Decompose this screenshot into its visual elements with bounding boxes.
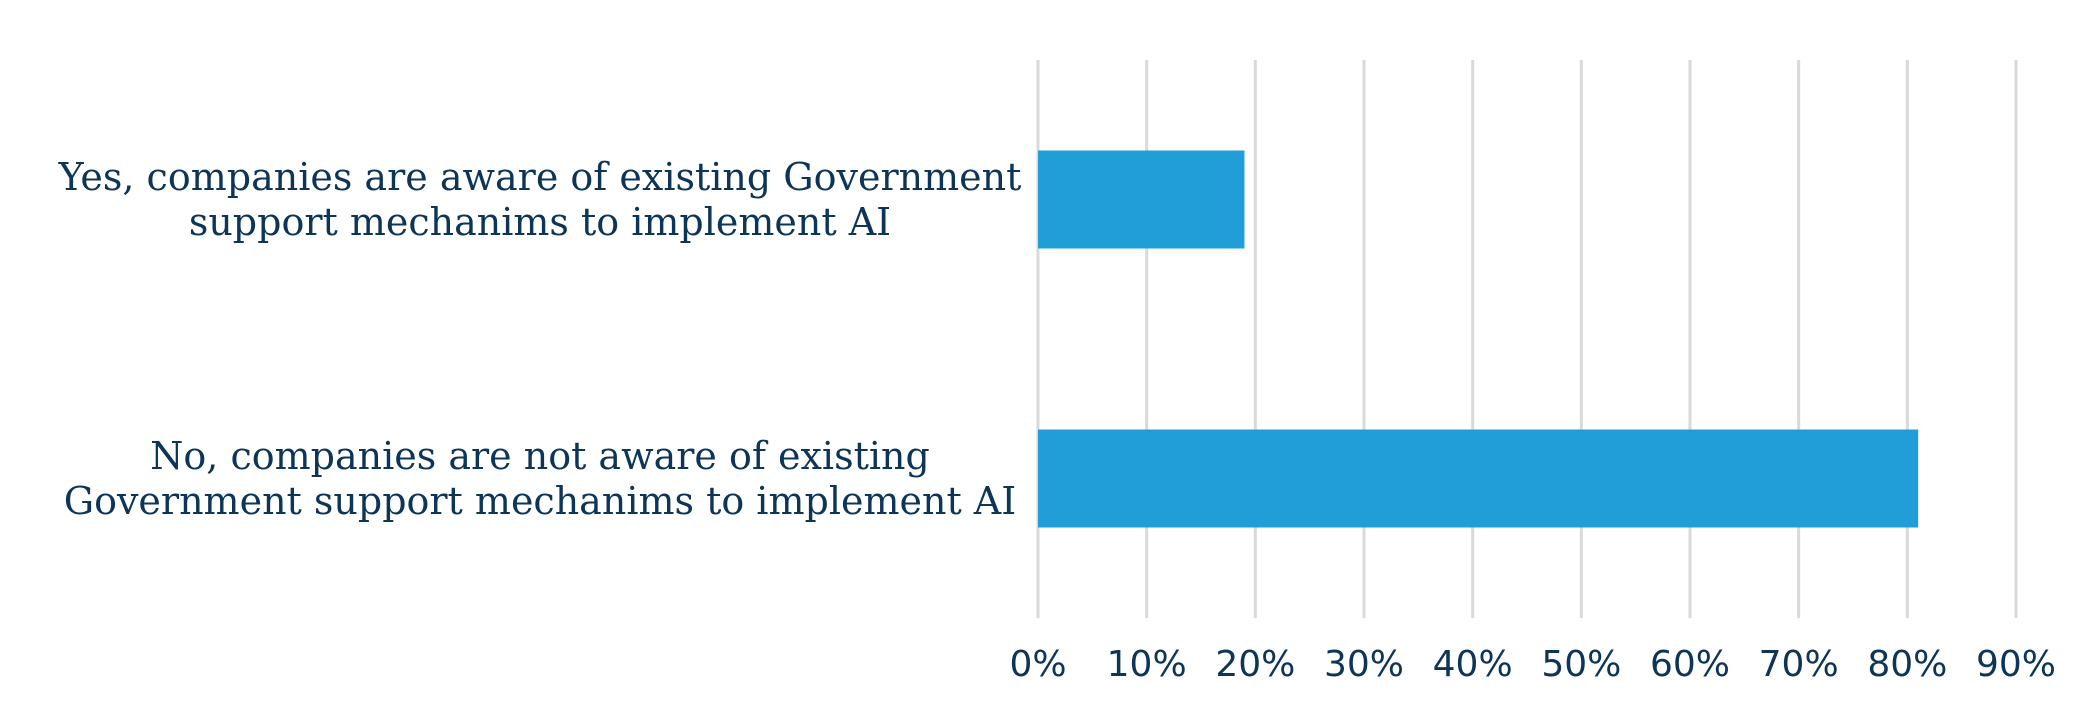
category-label-line: No, companies are not aware of existing [150,434,930,478]
category-label-line: Yes, companies are aware of existing Gov… [58,155,1022,199]
x-tick-label: 70% [1759,644,1839,685]
x-tick-label: 90% [1976,644,2056,685]
x-tick-label: 30% [1324,644,1404,685]
category-label-line: support mechanims to implement AI [189,200,891,244]
x-tick-label: 60% [1650,644,1730,685]
bar [1038,429,1919,528]
x-tick-label: 20% [1215,644,1295,685]
x-tick-label: 50% [1541,644,1621,685]
gridlines [1036,60,2018,618]
bars [1038,150,1919,528]
x-tick-label: 10% [1107,644,1187,685]
x-tick-label: 40% [1433,644,1513,685]
category-label: No, companies are not aware of existing G… [64,434,1017,523]
x-tick-label: 80% [1867,644,1947,685]
bar [1038,150,1245,249]
category-labels: Yes, companies are aware of existing Gov… [58,155,1022,523]
x-axis-tick-labels: 0% 10% 20% 30% 40% 50% 60% 70% 80% 90% [1009,644,2056,685]
category-label-line: Government support mechanims to implemen… [64,479,1017,523]
x-tick-label: 0% [1009,644,1066,685]
category-label: Yes, companies are aware of existing Gov… [58,155,1022,244]
